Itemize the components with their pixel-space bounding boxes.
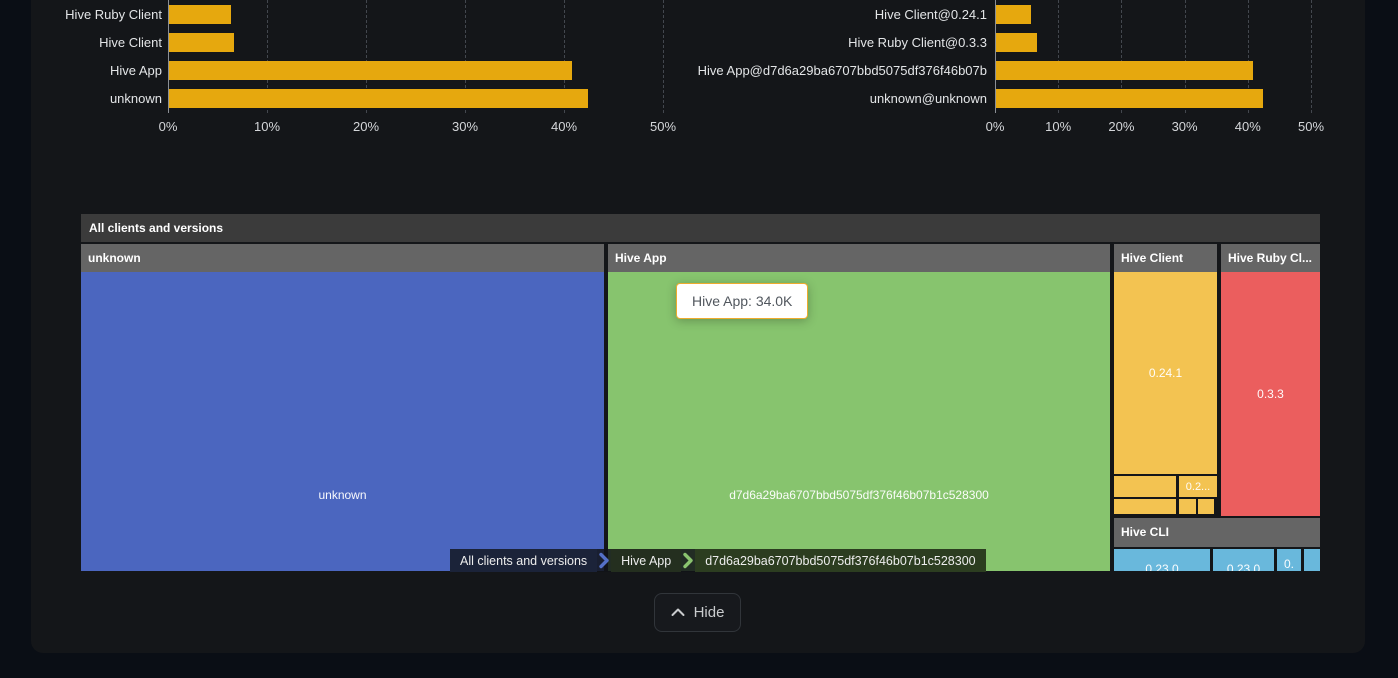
bar[interactable]: [169, 33, 234, 52]
treemap-node[interactable]: 0.24.1: [1114, 272, 1217, 474]
treemap-section-header[interactable]: Hive CLI: [1114, 518, 1320, 547]
axis-tick-label: 40%: [1234, 119, 1261, 134]
axis-tick-label: 10%: [1045, 119, 1072, 134]
clients-treemap: All clients and versions unknown unknown Hi…: [81, 214, 1320, 571]
gridline: [465, 0, 466, 113]
treemap-section-header[interactable]: unknown: [81, 244, 604, 272]
breadcrumb-item-hive-app[interactable]: Hive App: [611, 549, 682, 572]
treemap-section-header[interactable]: Hive Ruby Cl...: [1221, 244, 1320, 272]
treemap-root-header[interactable]: All clients and versions: [81, 214, 1320, 242]
category-label: Hive Client: [99, 35, 162, 50]
category-label: unknown: [109, 91, 162, 106]
axis-tick-label: 0%: [985, 119, 1005, 134]
treemap-node[interactable]: 0.: [1277, 549, 1301, 571]
hide-button[interactable]: Hide: [654, 593, 741, 632]
gridline: [1058, 0, 1060, 113]
gridline: [1247, 0, 1249, 113]
category-label: Hive Client@0.24.1: [874, 7, 987, 22]
gridline: [1121, 0, 1123, 113]
bar[interactable]: [169, 89, 588, 108]
bar[interactable]: [169, 61, 572, 80]
hide-button-label: Hide: [693, 604, 725, 621]
chevron-right-icon: [681, 549, 696, 572]
treemap-node-label: d7d6a29ba6707bbd5075df376f46b07b1c528300: [729, 488, 989, 502]
axis-tick-label: 20%: [352, 119, 380, 134]
axis-tick-label: 50%: [649, 119, 677, 134]
treemap-node[interactable]: [1114, 499, 1176, 514]
category-label: Hive App@d7d6a29ba6707bbd5075df376f46b07…: [697, 63, 987, 78]
treemap-node[interactable]: 0.23.0: [1114, 549, 1210, 571]
treemap-node[interactable]: 0.2...: [1179, 476, 1217, 497]
treemap-node[interactable]: 0.23.0: [1213, 549, 1274, 571]
bar[interactable]: [996, 89, 1263, 108]
axis-tick-label: 0%: [158, 119, 178, 134]
axis-tick-label: 30%: [1171, 119, 1198, 134]
value-axis-line: [995, 0, 996, 113]
treemap-section-header[interactable]: Hive Client: [1114, 244, 1217, 272]
axis-tick-label: 40%: [550, 119, 578, 134]
treemap-node[interactable]: [1304, 549, 1320, 571]
treemap-node[interactable]: unknown: [81, 272, 604, 571]
bar[interactable]: [996, 61, 1253, 80]
gridline: [564, 0, 565, 113]
breadcrumb-item-root[interactable]: All clients and versions: [450, 549, 598, 572]
axis-tick-label: 10%: [253, 119, 281, 134]
treemap-node[interactable]: d7d6a29ba6707bbd5075df376f46b07b1c528300: [608, 272, 1110, 571]
gridline: [663, 0, 664, 113]
chevron-up-icon: [671, 608, 685, 617]
treemap-node[interactable]: [1114, 476, 1176, 497]
gridline: [1311, 0, 1312, 113]
treemap-node-label: unknown: [318, 488, 367, 502]
breadcrumb-item-version-hash[interactable]: d7d6a29ba6707bbd5075df376f46b07b1c528300: [695, 549, 986, 572]
category-label: Hive Ruby Client@0.3.3: [848, 35, 987, 50]
bar[interactable]: [996, 5, 1031, 24]
category-label: unknown@unknown: [869, 91, 987, 106]
gridline: [366, 0, 367, 113]
treemap-node[interactable]: [1179, 499, 1196, 514]
gridline: [267, 0, 268, 113]
value-axis-line: [168, 0, 169, 113]
treemap-node[interactable]: [1198, 499, 1214, 514]
category-label: Hive App: [109, 63, 162, 78]
treemap-tooltip: Hive App: 34.0K: [676, 283, 809, 319]
gridline: [1184, 0, 1186, 113]
treemap-node[interactable]: 0.3.3: [1221, 272, 1320, 516]
axis-tick-label: 20%: [1108, 119, 1135, 134]
bar[interactable]: [169, 5, 231, 24]
axis-tick-label: 30%: [451, 119, 479, 134]
treemap-section-header[interactable]: Hive App: [608, 244, 1110, 272]
bar[interactable]: [996, 33, 1037, 52]
axis-tick-label: 50%: [1297, 119, 1325, 134]
category-label: Hive Ruby Client: [65, 7, 162, 22]
chevron-right-icon: [597, 549, 612, 572]
treemap-breadcrumb: All clients and versions Hive App d7d6a2…: [450, 549, 986, 572]
